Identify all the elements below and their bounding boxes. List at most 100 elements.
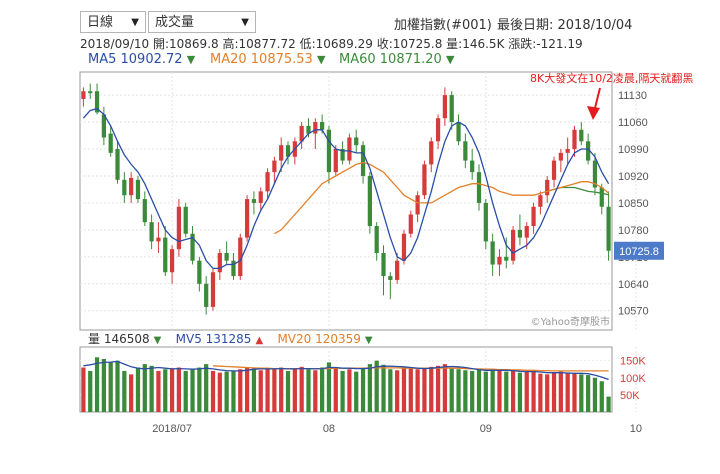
watermark: ©Yahoo奇摩股市: [531, 315, 610, 328]
volume-bar: [129, 374, 134, 412]
volume-bar: [142, 364, 147, 412]
volume-bar: [272, 369, 277, 412]
ma5-line: [82, 107, 610, 270]
volume-bar: [572, 373, 577, 412]
volume-bar: [510, 370, 516, 412]
volume-bar: [470, 370, 475, 412]
volume-bar: [333, 368, 338, 412]
price-tick-label: 10920: [618, 171, 649, 183]
volume-bar: [483, 371, 488, 412]
ma60-legend: MA60 10871.20 ▼: [339, 52, 454, 67]
volume-bar: [101, 358, 106, 412]
candle-body: [258, 191, 263, 203]
candle-body: [592, 160, 598, 188]
candle-body: [135, 179, 141, 200]
candle-body: [401, 233, 407, 261]
volume-bar: [115, 360, 120, 412]
candle-body: [510, 229, 516, 261]
candle-body: [320, 122, 325, 130]
last-price-label: 10725.8: [619, 246, 659, 258]
volume-bar: [415, 369, 420, 412]
volume-bar: [320, 367, 325, 412]
candle-body: [210, 272, 216, 307]
ma5-legend: MA5 10902.72 ▼: [88, 52, 195, 67]
volume-bar: [531, 370, 536, 412]
volume-bar: [292, 368, 297, 412]
volume-bar: [360, 367, 366, 412]
candle-body: [108, 133, 113, 153]
candle-body: [429, 141, 434, 165]
candle-body: [531, 206, 536, 227]
volume-bar: [238, 369, 243, 412]
price-tick-label: 11130: [618, 90, 647, 102]
volume-bar: [88, 370, 93, 412]
candle-body: [129, 177, 134, 196]
candle-body: [347, 137, 352, 161]
volume-bar: [449, 368, 454, 412]
candle-body: [142, 199, 147, 223]
volume-bar: [401, 367, 407, 412]
volume-bar: [463, 370, 468, 412]
candle-body: [381, 252, 386, 277]
candle-body: [94, 91, 100, 113]
candle-body: [483, 202, 488, 242]
volume-bar: [306, 369, 311, 412]
volume-bar: [197, 367, 202, 412]
x-tick-label: 2018/07: [152, 423, 192, 435]
volume-tick-label: 50K: [620, 390, 640, 402]
price-tick-label: 10640: [618, 279, 649, 291]
volume-bar: [504, 371, 509, 412]
volume-bar: [81, 367, 86, 412]
volume-bar: [586, 375, 591, 412]
volume-bar: [340, 370, 345, 412]
volume-bar: [545, 374, 550, 412]
volume-bar: [347, 369, 352, 412]
volume-bar: [176, 367, 182, 412]
price-tick-label: 10850: [618, 198, 649, 210]
candle-body: [538, 195, 543, 207]
volume-bar: [592, 377, 598, 412]
volume-tick-label: 150K: [620, 356, 646, 368]
volume-bar: [558, 371, 563, 412]
price-panel-frame: [79, 71, 613, 331]
candle-body: [354, 137, 359, 146]
candle-body: [367, 175, 372, 227]
candle-body: [285, 145, 291, 157]
volume-bar: [156, 370, 161, 412]
ma20-legend-label: MA20 10875.53: [210, 52, 313, 67]
volume-panel-frame: [79, 346, 613, 413]
volume-bar: [244, 367, 250, 412]
annotation-text: 8K大發文在10/2凌晨,隔天就翻黑: [530, 71, 693, 85]
candle-body: [524, 226, 529, 238]
candle-body: [204, 283, 209, 307]
candle-body: [197, 260, 202, 284]
volume-bar: [606, 396, 611, 412]
candle-body: [551, 160, 557, 180]
candle-body: [272, 160, 277, 173]
volume-legend-label: MV5 131285: [176, 332, 252, 346]
candle-body: [476, 172, 482, 203]
candle-body: [299, 125, 304, 142]
period-select[interactable]: 日線 ▼: [80, 11, 146, 33]
chevron-down-icon: ▼: [241, 17, 249, 28]
volume-bar: [258, 370, 263, 412]
candle-body: [306, 125, 311, 134]
candle-body: [115, 149, 120, 180]
candle-body: [599, 187, 604, 207]
volume-bar: [517, 372, 523, 412]
candle-body: [190, 233, 195, 261]
indicator-select[interactable]: 成交量 ▼: [148, 11, 256, 33]
candle-body: [340, 149, 345, 161]
volume-bar: [299, 366, 304, 412]
x-tick-label: 09: [480, 423, 492, 435]
volume-bar: [442, 364, 448, 412]
volume-bar: [497, 369, 502, 412]
volume-legend-arrow-icon: ▼: [154, 335, 162, 346]
candle-body: [422, 164, 427, 196]
chevron-down-icon: ▼: [131, 17, 139, 28]
volume-bar: [408, 368, 413, 412]
candle-body: [265, 172, 270, 192]
volume-bar: [122, 370, 127, 412]
candle-body: [395, 260, 400, 280]
